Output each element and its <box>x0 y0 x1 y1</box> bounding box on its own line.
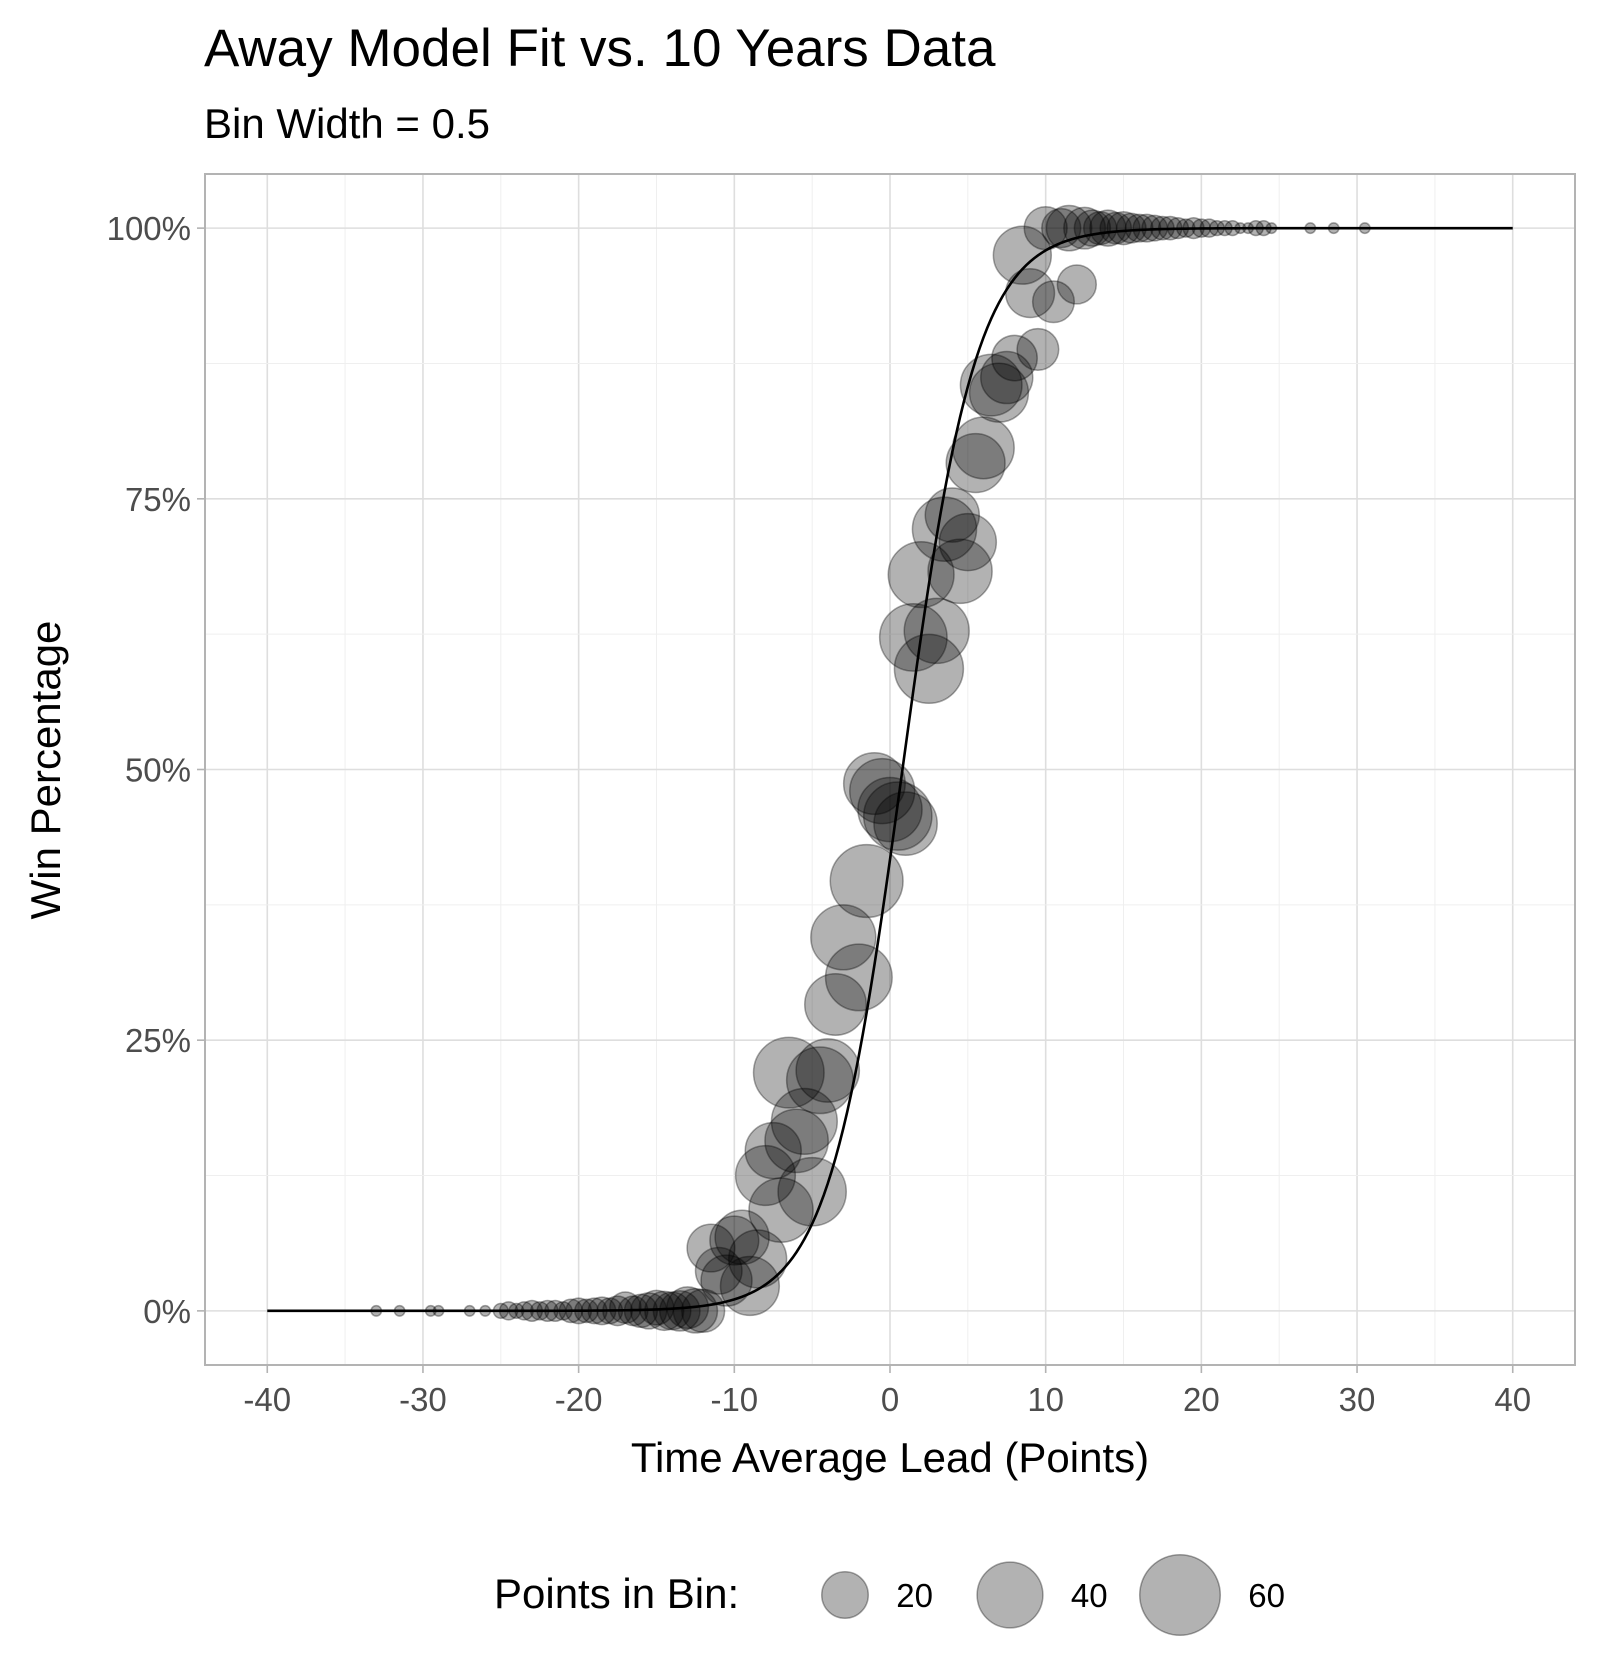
data-point <box>927 538 993 605</box>
data-point <box>824 943 893 1012</box>
y-tick-label: 25% <box>125 1022 191 1059</box>
data-point <box>658 1289 701 1332</box>
data-point <box>719 1255 781 1317</box>
legend-title: Points in Bin: <box>494 1570 739 1617</box>
legend-key <box>976 1561 1044 1629</box>
y-axis: 0% 25% 50% 75% 100% <box>107 210 205 1330</box>
data-point <box>1099 211 1133 245</box>
data-point <box>680 1288 726 1334</box>
y-tick-label: 50% <box>125 752 191 789</box>
legend-entries: 20 40 60 <box>820 1553 1285 1637</box>
x-tick-label: 40 <box>1494 1381 1531 1418</box>
data-point <box>1056 264 1098 305</box>
data-point <box>878 602 948 672</box>
data-point <box>951 416 1015 480</box>
data-point <box>862 781 933 851</box>
x-tick-label: -30 <box>399 1381 447 1418</box>
data-point <box>709 1215 760 1266</box>
data-point <box>938 512 998 572</box>
chart-subtitle: Bin Width = 0.5 <box>204 100 490 147</box>
data-point <box>810 904 877 971</box>
data-point <box>842 752 906 816</box>
data-point <box>829 843 904 919</box>
y-tick-label: 0% <box>143 1293 191 1330</box>
data-point <box>945 432 1006 494</box>
data-point <box>903 597 970 665</box>
x-tick-label: -10 <box>710 1381 758 1418</box>
data-point <box>873 791 938 857</box>
fit-line <box>267 226 1513 1313</box>
data-point <box>795 1038 861 1103</box>
legend-key <box>820 1570 870 1620</box>
data-point <box>744 1121 802 1180</box>
data-point <box>803 972 868 1036</box>
data-point <box>857 776 923 843</box>
data-point <box>734 1144 797 1207</box>
fit-line-group <box>267 226 1513 1313</box>
x-tick-label: 30 <box>1339 1381 1376 1418</box>
y-tick-label: 100% <box>107 210 191 247</box>
data-point <box>748 1177 814 1243</box>
data-point <box>694 1246 743 1295</box>
data-point <box>1089 209 1127 247</box>
data-point <box>887 540 955 609</box>
x-axis: -40 -30 -20 -10 0 10 20 30 40 <box>243 1365 1531 1418</box>
data-point <box>992 225 1053 285</box>
y-axis-title: Win Percentage <box>22 621 69 920</box>
legend: Points in Bin: 20 40 60 <box>494 1553 1285 1637</box>
y-tick-label: 75% <box>125 481 191 518</box>
data-point <box>764 1108 829 1174</box>
data-point <box>727 1229 788 1289</box>
legend-label: 20 <box>896 1577 933 1614</box>
data-point <box>991 334 1038 382</box>
x-tick-label: 20 <box>1183 1381 1220 1418</box>
data-point <box>770 1087 839 1156</box>
x-tick-label: 0 <box>881 1381 899 1418</box>
chart-title: Away Model Fit vs. 10 Years Data <box>204 19 996 78</box>
x-tick-label: -40 <box>243 1381 291 1418</box>
x-axis-title: Time Average Lead (Points) <box>631 1434 1149 1481</box>
data-point <box>700 1254 753 1307</box>
legend-label: 40 <box>1071 1577 1108 1614</box>
data-point <box>714 1209 770 1266</box>
data-point <box>1016 327 1060 371</box>
data-point <box>672 1288 719 1334</box>
data-point <box>980 350 1034 405</box>
legend-label: 60 <box>1248 1577 1285 1614</box>
x-tick-label: -20 <box>555 1381 603 1418</box>
data-point <box>1041 207 1082 249</box>
data-point <box>608 1291 642 1324</box>
data-point <box>686 1223 736 1273</box>
x-tick-label: 10 <box>1027 1381 1064 1418</box>
data-point <box>1031 280 1076 324</box>
data-point <box>1045 204 1093 252</box>
data-point <box>1082 210 1118 246</box>
data-point <box>1115 212 1147 244</box>
data-point <box>893 633 965 705</box>
data-point <box>959 353 1023 417</box>
legend-key <box>1138 1553 1222 1637</box>
data-point <box>752 1036 825 1109</box>
data-point <box>968 362 1030 423</box>
data-point <box>777 1156 848 1227</box>
data-point <box>1106 210 1141 246</box>
